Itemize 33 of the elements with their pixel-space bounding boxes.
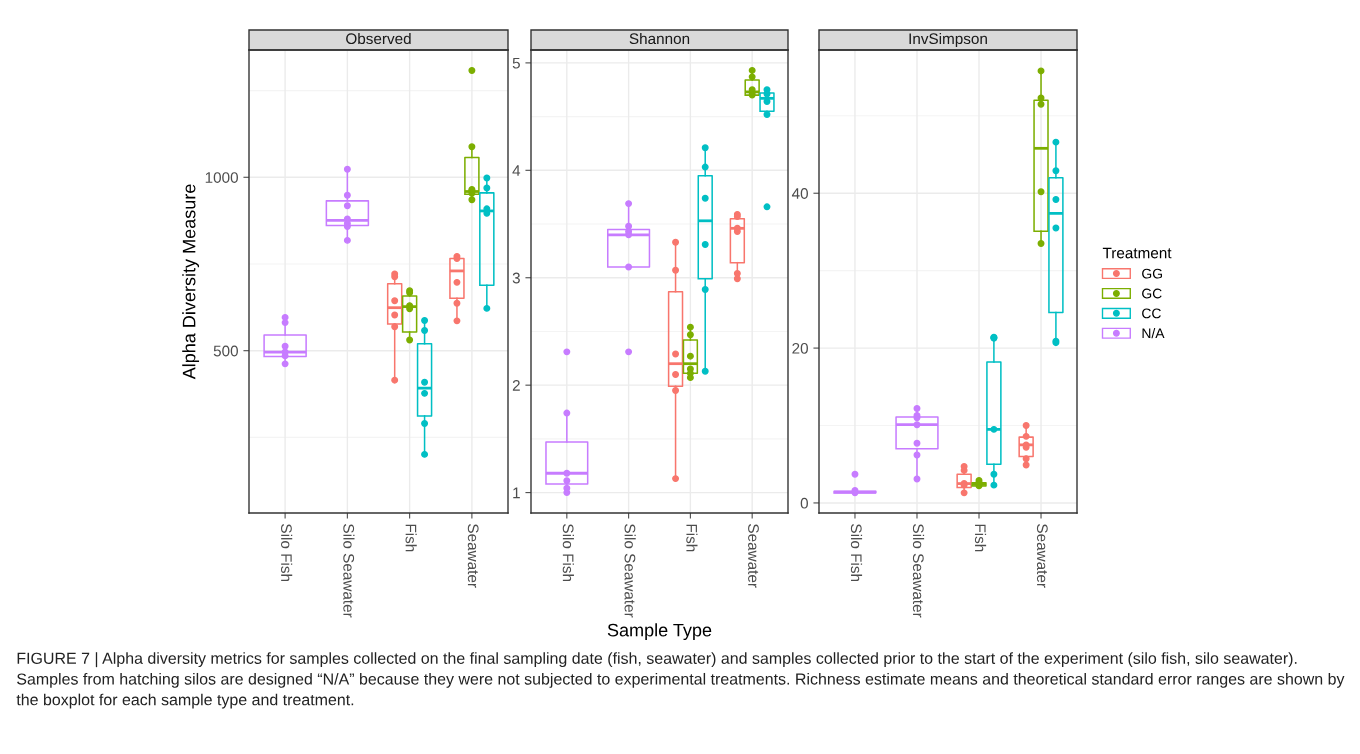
legend-label: N/A [1142, 328, 1165, 339]
y-tick-label: 3 [512, 272, 520, 284]
y-tick-label: 5 [512, 57, 520, 69]
x-tick-label: Fish [405, 524, 417, 552]
y-tick-label: 4 [512, 165, 521, 176]
x-axis-title: Sample Type [607, 623, 712, 641]
x-tick-label: Silo Fish [281, 524, 293, 582]
y-tick-label: 1 [513, 487, 520, 499]
legend-label: GG [1142, 268, 1162, 279]
y-tick-label: 20 [792, 342, 808, 354]
y-tick-label: 0 [800, 497, 808, 509]
x-tick-label: Silo Seawater [912, 524, 925, 618]
legend-label: GC [1142, 288, 1162, 299]
x-tick-label: Silo Seawater [343, 524, 355, 618]
legend-title: Treatment [1102, 247, 1172, 259]
y-tick-label: 2 [512, 380, 520, 391]
chart-title: InvSimpson [909, 32, 987, 48]
y-axis-title: Alpha Diversity Measure [182, 184, 200, 380]
chart-title: Shannon [629, 32, 690, 45]
x-tick-label: Fish [974, 524, 987, 552]
caption: FIGURE 7 | Alpha diversity metrics for samples collected on the final sampling date (fish, seawater) and samples collected prior to the start of the experiment (silo fish, silo seawater). Samples from hatching silos are designed “N/A” because they were not subjected to experimental treatments. Richness estimate means and theoretical standard error ranges are shown by the boxplot for each sample type and treatment. [16, 652, 1345, 709]
y-tick-label: 1000 [205, 172, 238, 183]
y-tick-label: 40 [791, 188, 808, 199]
x-tick-label: Silo Fish [562, 524, 574, 582]
x-tick-label: Seawater [1036, 524, 1048, 588]
x-tick-label: Fish [686, 524, 698, 552]
x-tick-label: Seawater [467, 524, 479, 588]
chart-title: Observed [346, 32, 411, 45]
x-tick-label: Silo Seawater [624, 524, 636, 618]
legend-label: CC [1142, 308, 1161, 319]
x-tick-label: Silo Fish [850, 524, 863, 582]
x-tick-label: Seawater [748, 524, 759, 588]
y-tick-label: 500 [213, 345, 238, 357]
